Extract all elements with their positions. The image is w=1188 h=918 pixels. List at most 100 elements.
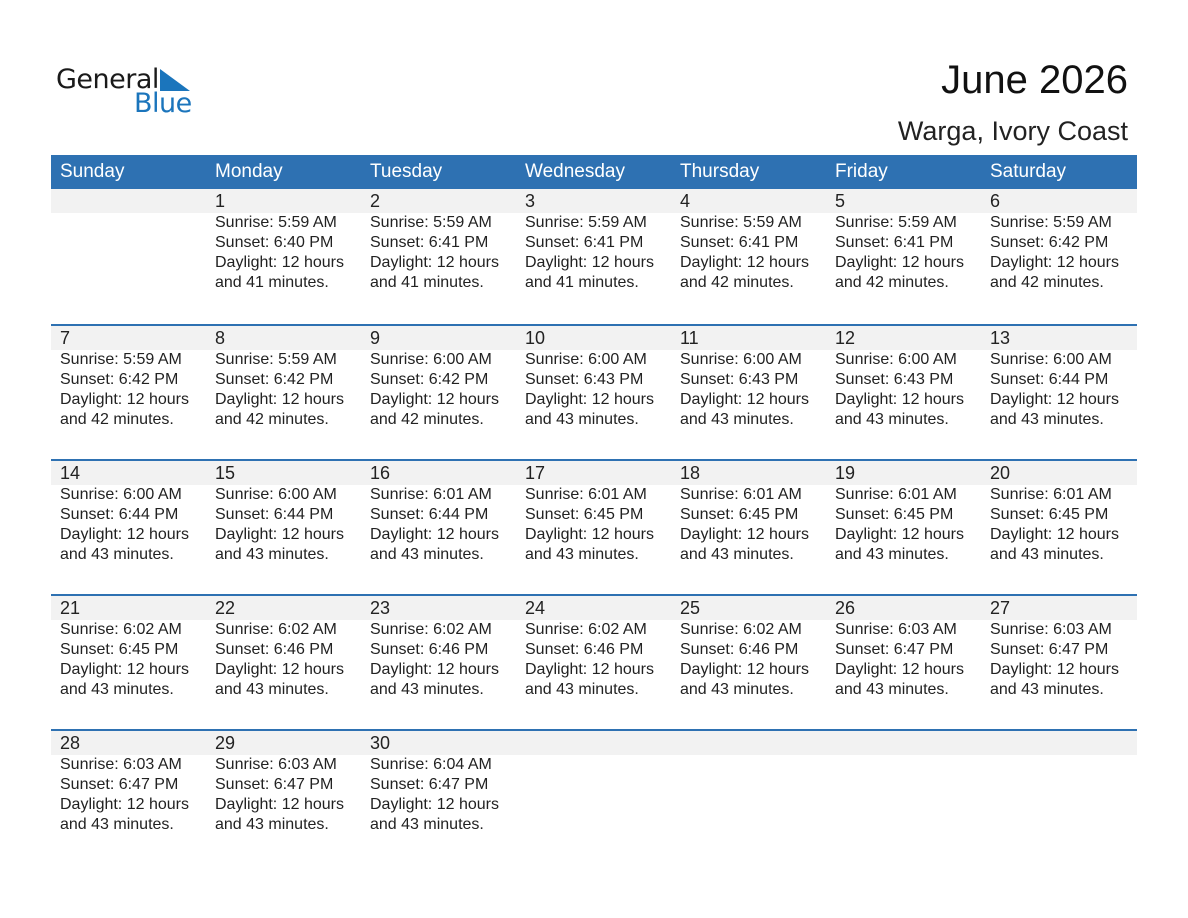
sunrise-text: Sunrise: 6:03 AM: [215, 756, 337, 773]
weekday-sunday: Sunday: [60, 161, 125, 182]
sunset-text: Sunset: 6:46 PM: [680, 641, 799, 658]
sunset-text: Sunset: 6:46 PM: [215, 641, 334, 658]
sunset-text: Sunset: 6:41 PM: [370, 234, 489, 251]
sunset-text: Sunset: 6:45 PM: [680, 506, 799, 523]
day-number: 10: [525, 328, 546, 348]
sunrise-text: Sunrise: 6:01 AM: [370, 486, 492, 503]
day-number: 26: [835, 598, 856, 618]
sunset-text: Sunset: 6:41 PM: [680, 234, 799, 251]
sunrise-text: Sunrise: 6:00 AM: [835, 351, 957, 368]
daylight-text: Daylight: 12 hours: [835, 254, 964, 271]
sunset-text: Sunset: 6:44 PM: [215, 506, 334, 523]
location-subtitle: Warga, Ivory Coast: [897, 116, 1128, 146]
daylight-text: Daylight: 12 hours: [215, 526, 344, 543]
sunrise-text: Sunrise: 6:00 AM: [370, 351, 492, 368]
sunset-text: Sunset: 6:47 PM: [370, 776, 489, 793]
sunset-text: Sunset: 6:47 PM: [835, 641, 954, 658]
sunrise-text: Sunrise: 6:00 AM: [680, 351, 802, 368]
day-cell: 17 Sunrise: 6:01 AM Sunset: 6:45 PM Dayligh…: [516, 461, 671, 565]
daylight-text: Daylight: 12 hours: [60, 391, 189, 408]
daylight-text: Daylight: 12 hours: [680, 391, 809, 408]
day-cell: 2 Sunrise: 5:59 AM Sunset: 6:41 PM Daylight…: [361, 189, 516, 293]
day-number: 11: [680, 328, 699, 348]
daylight-minutes-text: and 43 minutes.: [680, 411, 794, 428]
sunrise-text: Sunrise: 6:02 AM: [680, 621, 802, 638]
day-number: 25: [680, 598, 701, 618]
daylight-minutes-text: and 43 minutes.: [990, 546, 1104, 563]
daylight-text: Daylight: 12 hours: [990, 661, 1119, 678]
daylight-text: Daylight: 12 hours: [680, 254, 809, 271]
sunrise-text: Sunrise: 6:04 AM: [370, 756, 492, 773]
daylight-minutes-text: and 43 minutes.: [990, 411, 1104, 428]
logo-triangle-icon: [160, 69, 190, 91]
daylight-minutes-text: and 43 minutes.: [370, 681, 484, 698]
daylight-minutes-text: and 43 minutes.: [60, 816, 174, 833]
day-number: 4: [680, 191, 691, 211]
sunrise-text: Sunrise: 6:00 AM: [60, 486, 182, 503]
sunset-text: Sunset: 6:45 PM: [990, 506, 1109, 523]
daylight-text: Daylight: 12 hours: [215, 661, 344, 678]
sunset-text: Sunset: 6:45 PM: [60, 641, 179, 658]
sunset-text: Sunset: 6:47 PM: [60, 776, 179, 793]
daylight-minutes-text: and 43 minutes.: [370, 816, 484, 833]
daylight-minutes-text: and 43 minutes.: [680, 546, 794, 563]
sunrise-text: Sunrise: 5:59 AM: [680, 214, 802, 231]
day-cell: 9 Sunrise: 6:00 AM Sunset: 6:42 PM Daylight…: [361, 326, 516, 430]
daylight-minutes-text: and 42 minutes.: [215, 411, 329, 428]
daylight-text: Daylight: 12 hours: [990, 391, 1119, 408]
sunrise-text: Sunrise: 6:03 AM: [990, 621, 1112, 638]
weekday-header: Sunday Monday Tuesday Wednesday Thursday Frid…: [51, 155, 1137, 189]
day-cell: 20 Sunrise: 6:01 AM Sunset: 6:45 PM Dayligh…: [981, 461, 1136, 565]
sunrise-text: Sunrise: 6:02 AM: [525, 621, 647, 638]
sunset-text: Sunset: 6:43 PM: [680, 371, 799, 388]
day-cell: 16 Sunrise: 6:01 AM Sunset: 6:44 PM Dayligh…: [361, 461, 516, 565]
day-number: 2: [370, 191, 381, 211]
day-number: 16: [370, 463, 391, 483]
day-number: 22: [215, 598, 236, 618]
day-cell: 8 Sunrise: 5:59 AM Sunset: 6:42 PM Daylight…: [206, 326, 361, 430]
daylight-minutes-text: and 43 minutes.: [60, 546, 174, 563]
day-cell: 19 Sunrise: 6:01 AM Sunset: 6:45 PM Dayligh…: [826, 461, 981, 565]
day-number: 6: [990, 191, 1001, 211]
daylight-minutes-text: and 42 minutes.: [60, 411, 174, 428]
sunrise-text: Sunrise: 6:02 AM: [60, 621, 182, 638]
day-cell: 28 Sunrise: 6:03 AM Sunset: 6:47 PM Dayligh…: [51, 731, 206, 835]
daylight-text: Daylight: 12 hours: [370, 391, 499, 408]
day-number-band: [51, 461, 1137, 485]
day-number: 20: [990, 463, 1011, 483]
day-number: 17: [525, 463, 546, 483]
weekday-tuesday: Tuesday: [370, 161, 443, 182]
daylight-text: Daylight: 12 hours: [215, 254, 344, 271]
sunrise-text: Sunrise: 5:59 AM: [525, 214, 647, 231]
sunset-text: Sunset: 6:47 PM: [215, 776, 334, 793]
day-number: 1: [215, 191, 226, 211]
daylight-minutes-text: and 43 minutes.: [215, 681, 329, 698]
sunrise-text: Sunrise: 6:02 AM: [215, 621, 337, 638]
week-row: 7 Sunrise: 5:59 AM Sunset: 6:42 PM Daylight…: [51, 324, 1137, 459]
daylight-text: Daylight: 12 hours: [835, 526, 964, 543]
sunrise-text: Sunrise: 5:59 AM: [990, 214, 1112, 231]
day-cell: 13 Sunrise: 6:00 AM Sunset: 6:44 PM Dayligh…: [981, 326, 1136, 430]
day-number: 8: [215, 328, 226, 348]
daylight-text: Daylight: 12 hours: [370, 526, 499, 543]
day-number-band: [51, 596, 1137, 620]
calendar: Sunday Monday Tuesday Wednesday Thursday Frid…: [51, 155, 1137, 864]
sunset-text: Sunset: 6:44 PM: [60, 506, 179, 523]
day-number: 24: [525, 598, 546, 618]
sunrise-text: Sunrise: 6:03 AM: [60, 756, 182, 773]
day-cell: 4 Sunrise: 5:59 AM Sunset: 6:41 PM Daylight…: [671, 189, 826, 293]
day-number: 14: [60, 463, 81, 483]
sunset-text: Sunset: 6:43 PM: [835, 371, 954, 388]
day-number-band: [51, 731, 1137, 755]
sunrise-text: Sunrise: 6:02 AM: [370, 621, 492, 638]
day-number: 30: [370, 733, 391, 753]
daylight-text: Daylight: 12 hours: [525, 391, 654, 408]
sunset-text: Sunset: 6:40 PM: [215, 234, 334, 251]
daylight-minutes-text: and 42 minutes.: [835, 274, 949, 291]
daylight-text: Daylight: 12 hours: [990, 254, 1119, 271]
day-number: 12: [835, 328, 856, 348]
daylight-text: Daylight: 12 hours: [835, 661, 964, 678]
daylight-minutes-text: and 43 minutes.: [525, 411, 639, 428]
sunset-text: Sunset: 6:47 PM: [990, 641, 1109, 658]
weekday-saturday: Saturday: [990, 161, 1067, 182]
